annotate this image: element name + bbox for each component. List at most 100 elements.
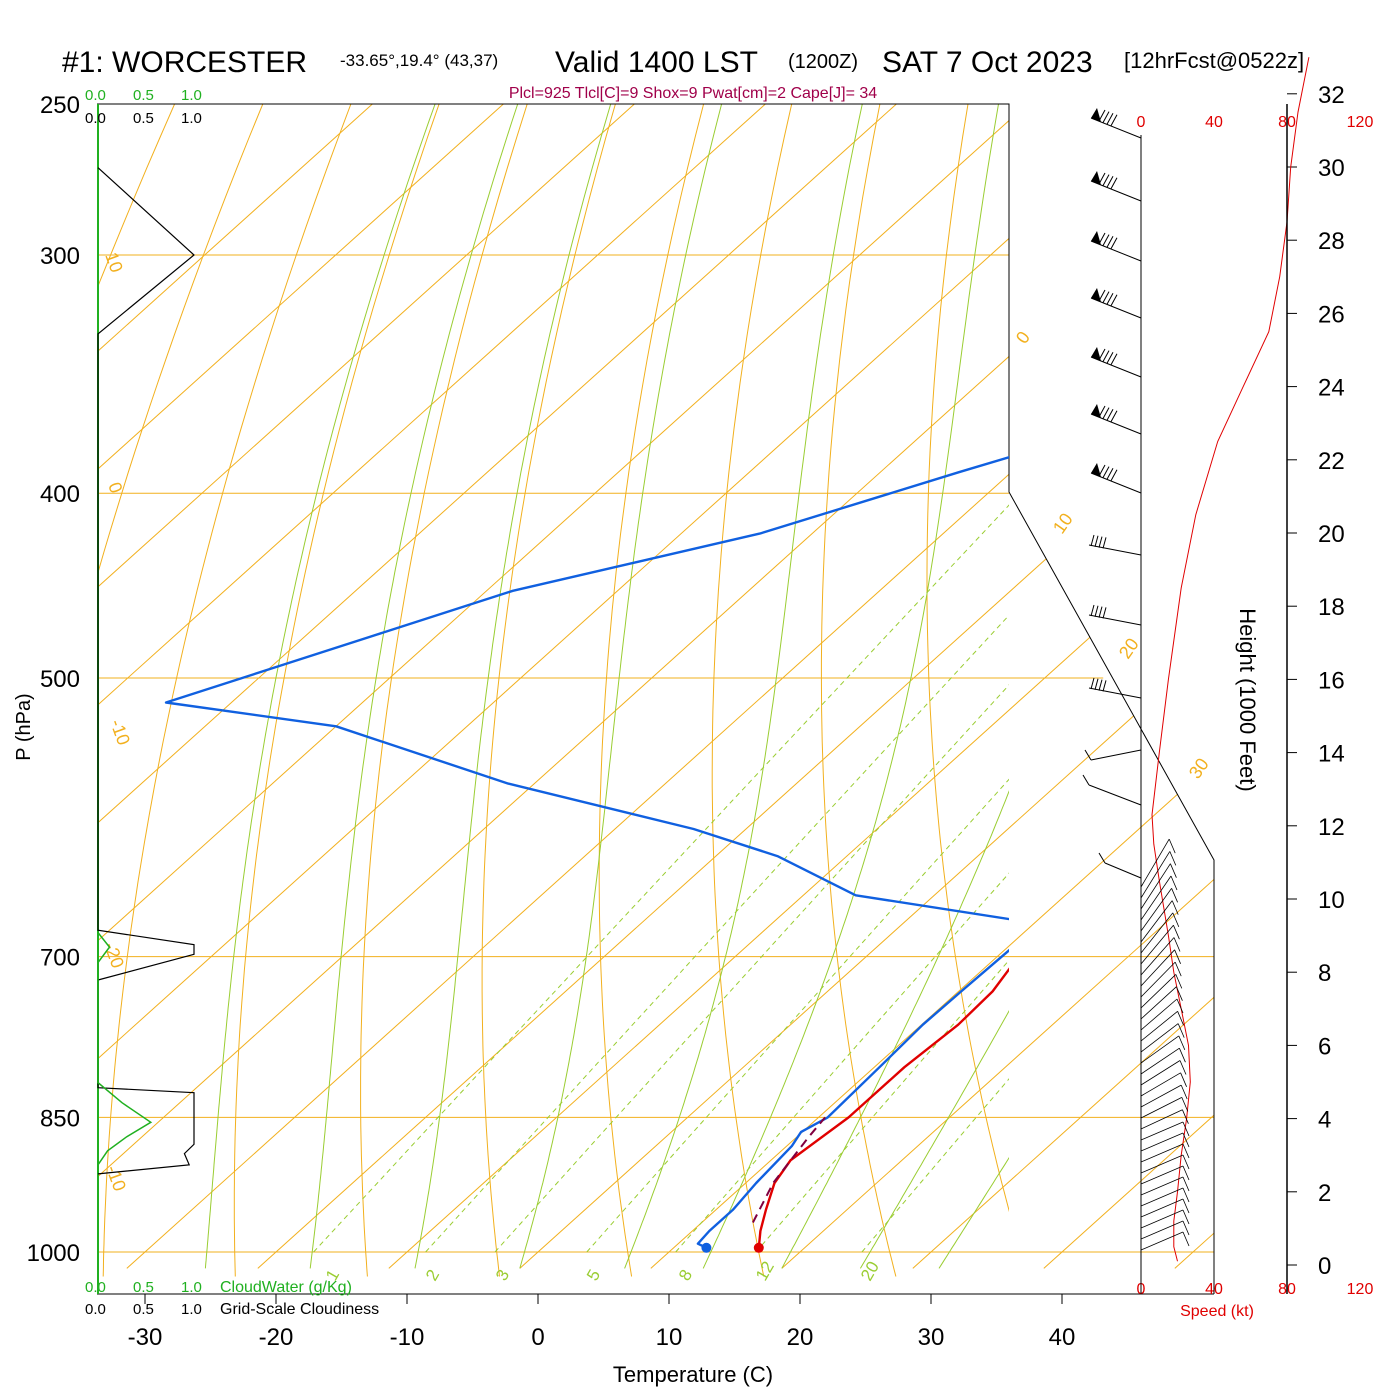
header-forecast: [12hrFcst@0522z] xyxy=(1124,48,1304,73)
wind-barb xyxy=(1088,604,1142,626)
wind-barb xyxy=(1084,749,1142,761)
temperature-tick-label: -10 xyxy=(390,1324,425,1351)
isotherm--60 xyxy=(97,104,1028,1269)
parcel-line xyxy=(752,1116,826,1223)
pressure-tick-label: 500 xyxy=(40,666,80,693)
mixing-ratio-2 xyxy=(425,614,1009,1253)
cloud-black-tick-0: 0.0 xyxy=(85,110,106,127)
height-tick-label: 0 xyxy=(1318,1253,1331,1280)
surface-temperature-dot xyxy=(753,1242,764,1253)
height-tick-label: 2 xyxy=(1318,1180,1331,1207)
pressure-tick-label: 250 xyxy=(40,92,80,119)
isotherm-label: 10 xyxy=(1049,509,1077,537)
dry-adiabat xyxy=(481,104,616,1277)
moist-adiabat xyxy=(624,104,863,1269)
low-level-wind-barbs xyxy=(1140,838,1190,1251)
cloud-green-tick-0: 0.0 xyxy=(85,87,106,104)
isotherm--70 xyxy=(97,104,897,1269)
cloud-green-tick-1: 0.5 xyxy=(133,87,154,104)
isotherm--10 xyxy=(388,104,1214,1269)
height-tick-label: 28 xyxy=(1318,228,1345,255)
cloud-black-tick-2: 1.0 xyxy=(181,110,202,127)
height-tick-label: 30 xyxy=(1318,155,1345,182)
isotherm-label: 30 xyxy=(1185,754,1213,782)
temperature-tick-label: 40 xyxy=(1049,1324,1076,1351)
moist-adiabat xyxy=(859,1010,1009,1269)
height-tick-label: 10 xyxy=(1318,887,1345,914)
dry-adiabat xyxy=(1029,70,1160,1276)
cloud-black-tick-1: 0.5 xyxy=(133,110,154,127)
header-utc: (1200Z) xyxy=(788,51,858,73)
header-valid: Valid 1400 LST xyxy=(555,46,758,79)
cloud-black-tick-bottom-1: 0.5 xyxy=(133,1301,154,1318)
isotherm--110 xyxy=(97,104,373,1269)
wind-barb xyxy=(1082,774,1142,806)
mixing-ratio-8 xyxy=(675,872,1009,1253)
isotherm-30 xyxy=(912,104,1214,1269)
wind-barb xyxy=(1090,404,1142,435)
height-tick-label: 6 xyxy=(1318,1033,1331,1060)
cloudwater-trace xyxy=(97,932,153,1166)
dry-adiabat xyxy=(598,104,705,1277)
surface-dewpoint-dot xyxy=(701,1242,712,1253)
dry-adiabat xyxy=(97,104,264,578)
dry-adiabat-lines xyxy=(97,70,1160,1277)
isobar-lines xyxy=(97,103,1214,1253)
moist-adiabat xyxy=(204,104,436,1269)
isotherm-label: 10 xyxy=(101,250,127,276)
wind-barb xyxy=(1090,108,1142,139)
dry-adiabat xyxy=(97,104,176,291)
temperature-tick-label: 0 xyxy=(531,1324,544,1351)
height-axis-label: Height (1000 Feet) xyxy=(1235,608,1260,791)
temperature-tick-label: 20 xyxy=(787,1324,814,1351)
cloud-green-tick-bottom-1: 0.5 xyxy=(133,1279,154,1296)
moist-adiabat xyxy=(414,104,612,1269)
plot-frame xyxy=(97,103,1215,1295)
height-tick-label: 8 xyxy=(1318,960,1331,987)
isotherm-lines xyxy=(97,104,1214,1269)
speed-tick-label: 120 xyxy=(1347,1281,1374,1298)
cloudiness-trace xyxy=(97,167,195,1175)
wind-speed-profile xyxy=(1151,57,1310,1262)
wind-panel: 0246810121416182022242628303200404080801… xyxy=(1082,57,1374,1298)
mixing-ratio-1 xyxy=(313,504,1009,1253)
x-axis-label: Temperature (C) xyxy=(613,1362,773,1387)
mixing-ratio-label: 3 xyxy=(492,1266,513,1284)
wind-barb xyxy=(1088,677,1142,699)
wind-barb xyxy=(1090,288,1142,319)
isotherm-0 xyxy=(519,104,1214,1269)
pressure-tick-label: 300 xyxy=(40,243,80,270)
isotherm-label: 20 xyxy=(1115,634,1143,662)
height-tick-label: 12 xyxy=(1318,814,1345,841)
mixing-ratio-lines xyxy=(313,504,1009,1253)
moist-adiabat xyxy=(309,104,519,1269)
wind-barb xyxy=(1090,463,1142,494)
dry-adiabat xyxy=(233,104,440,1277)
dry-adiabat xyxy=(102,104,352,1277)
mixing-ratio-label: 2 xyxy=(422,1266,443,1284)
isotherm--30 xyxy=(126,104,1214,1269)
height-tick-label: 32 xyxy=(1318,82,1345,109)
height-tick-label: 18 xyxy=(1318,594,1345,621)
isotherm-10 xyxy=(650,104,1214,1269)
pressure-tick-label: 700 xyxy=(40,945,80,972)
mixing-ratio-label: 8 xyxy=(675,1266,696,1284)
height-tick-label: 26 xyxy=(1318,301,1345,328)
stability-indices: Plcl=925 Tlcl[C]=9 Shox=9 Pwat[cm]=2 Cap… xyxy=(509,85,877,102)
cloudiness-label: Grid-Scale Cloudiness xyxy=(220,1301,379,1318)
cloud-green-tick-bottom-0: 0.0 xyxy=(85,1279,106,1296)
height-tick-label: 4 xyxy=(1318,1107,1331,1134)
header-coords: -33.65°,19.4° (43,37) xyxy=(340,51,498,70)
mixing-ratio-12 xyxy=(755,959,1009,1253)
moist-adiabat xyxy=(519,104,723,1269)
cloud-panel xyxy=(97,167,195,1175)
dewpoint-line xyxy=(164,456,1009,1249)
height-tick-label: 22 xyxy=(1318,448,1345,475)
mixing-ratio-label: 5 xyxy=(583,1266,604,1284)
mixing-ratio-label: 12 xyxy=(752,1258,778,1284)
isotherm--90 xyxy=(97,104,635,1269)
header-station: #1: WORCESTER xyxy=(62,46,307,79)
speed-tick-label: 40 xyxy=(1205,114,1223,131)
